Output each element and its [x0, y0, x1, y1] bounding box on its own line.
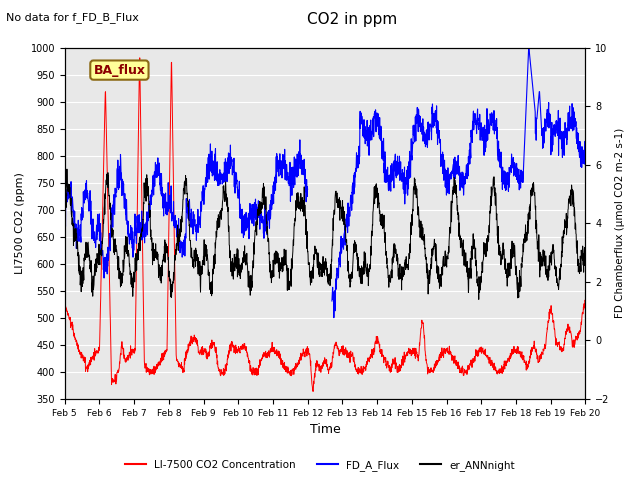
- Text: No data for f_FD_B_Flux: No data for f_FD_B_Flux: [6, 12, 140, 23]
- Text: CO2 in ppm: CO2 in ppm: [307, 12, 397, 27]
- Legend: LI-7500 CO2 Concentration, FD_A_Flux, er_ANNnight: LI-7500 CO2 Concentration, FD_A_Flux, er…: [121, 456, 519, 475]
- Y-axis label: FD Chamberflux (μmol CO2 m-2 s-1): FD Chamberflux (μmol CO2 m-2 s-1): [615, 128, 625, 319]
- Y-axis label: LI7500 CO2 (ppm): LI7500 CO2 (ppm): [15, 172, 25, 274]
- X-axis label: Time: Time: [310, 423, 340, 436]
- Text: BA_flux: BA_flux: [93, 64, 145, 77]
